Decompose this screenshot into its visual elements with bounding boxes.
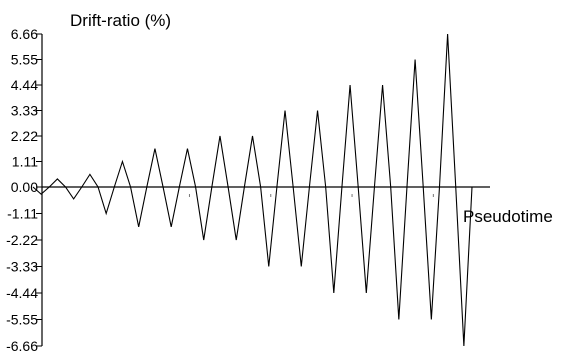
x-axis-title: Pseudotime	[463, 207, 553, 226]
y-tick-label: 6.66	[11, 26, 38, 42]
y-axis-title: Drift-ratio (%)	[70, 11, 171, 30]
y-tick-label: -4.44	[6, 285, 38, 301]
y-tick-label: -3.33	[6, 259, 38, 275]
y-tick-label: 3.33	[11, 103, 38, 119]
y-tick-label: -5.55	[6, 312, 38, 328]
drift-ratio-series-line	[32, 33, 473, 347]
y-tick-label: -2.22	[6, 232, 38, 248]
y-tick-label: 4.44	[11, 77, 38, 93]
y-axis-ticks: 6.66 5.55 4.44 3.33 2.22 1.11 0.00 -1.11 -2.22 -3…	[6, 26, 42, 354]
y-tick-label: 1.11	[12, 154, 38, 170]
y-tick-label: 0.00	[11, 179, 38, 195]
y-tick-label: -1.11	[7, 206, 38, 222]
y-tick-label: 5.55	[11, 52, 38, 68]
y-tick-label: -6.66	[6, 338, 38, 354]
y-tick-label: 2.22	[11, 128, 38, 144]
plot-area	[32, 33, 473, 347]
